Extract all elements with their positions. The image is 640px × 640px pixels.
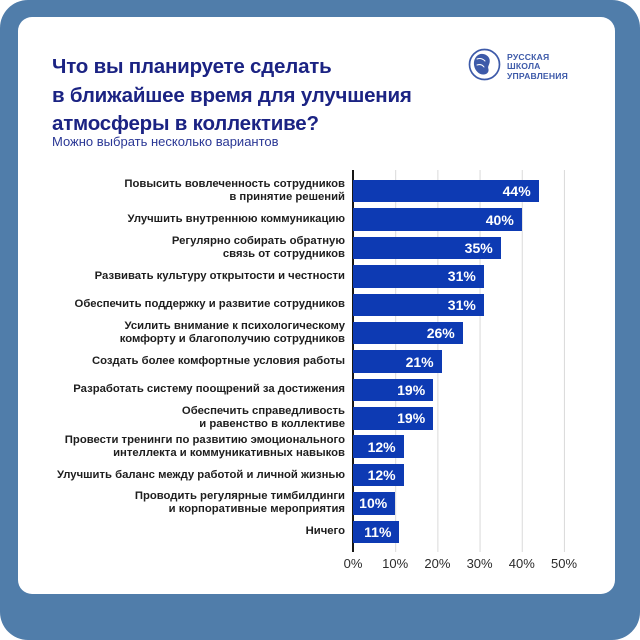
bar-value-label: 44%: [502, 183, 531, 200]
bar-value-label: 11%: [364, 523, 392, 540]
chart-row: Ничего 11%: [48, 518, 615, 546]
bar[interactable]: 21%: [353, 350, 442, 373]
category-label: Провести тренинги по развитию эмоциональ…: [64, 433, 345, 459]
page-title: Что вы планируете сделать в ближайшее вр…: [52, 53, 412, 139]
bar[interactable]: 31%: [353, 293, 484, 316]
bar-value-label: 10%: [359, 495, 388, 512]
bar-value-label: 19%: [397, 410, 426, 427]
logo-line-2: ШКОЛА: [507, 61, 541, 72]
category-label: Обеспечить справедливость и равенство в …: [181, 405, 345, 431]
category-label: Разработать систему поощрений за достиже…: [73, 383, 345, 396]
x-axis-tick: 10%: [382, 556, 409, 571]
chart-row: Усилить внимание к психологическому комф…: [48, 319, 615, 347]
category-label: Улучшить внутреннюю коммуникацию: [127, 213, 346, 226]
category-label: Проводить регулярные тимбилдинги и корпо…: [134, 490, 345, 516]
bar[interactable]: 12%: [353, 435, 404, 458]
bar-track: 44%: [353, 179, 615, 203]
x-axis-tick: 0%: [343, 556, 363, 571]
bar-value-label: 35%: [464, 239, 493, 256]
bar-value-label: 12%: [367, 467, 396, 484]
bar-track: 11%: [353, 520, 615, 544]
chart-row: Регулярно собирать обратную связь от сот…: [48, 234, 615, 262]
bar-track: 31%: [353, 265, 615, 288]
bar[interactable]: 12%: [353, 463, 404, 487]
rsu-logo: РУССКАЯ ШКОЛА УПРАВЛЕНИЯ: [468, 48, 568, 86]
x-axis-tick: 40%: [508, 556, 535, 571]
bar-value-label: 21%: [405, 353, 434, 370]
bar-track: 21%: [353, 350, 615, 373]
chart-subtitle: Можно выбрать несколько вариантов: [52, 134, 279, 149]
logo-line-3: УПРАВЛЕНИЯ: [507, 70, 569, 81]
bar-track: 12%: [353, 463, 615, 487]
logo-line-1: РУССКАЯ: [507, 51, 550, 62]
x-axis-tick: 50%: [550, 556, 578, 571]
title-line-2: в ближайшее время для улучшения: [52, 83, 412, 107]
category-label: Обеспечить поддержку и развитие сотрудни…: [74, 298, 345, 311]
chart-row: Проводить регулярные тимбилдинги и корпо…: [48, 489, 615, 517]
chart-row: Улучшить баланс между работой и личной ж…: [48, 461, 615, 489]
bar-track: 35%: [353, 236, 615, 260]
bar-value-label: 26%: [426, 325, 455, 342]
bar-track: 12%: [353, 435, 615, 458]
bar[interactable]: 44%: [353, 179, 539, 203]
category-label: Регулярно собирать обратную связь от сот…: [171, 234, 345, 260]
bar-track: 10%: [353, 492, 615, 515]
bar-track: 40%: [353, 208, 615, 231]
bar-track: 19%: [353, 378, 615, 402]
chart-row: Создать более комфортные условия работы …: [48, 347, 615, 375]
category-label: Усилить внимание к психологическому комф…: [119, 320, 345, 346]
bar-value-label: 40%: [485, 211, 514, 228]
bar-chart: Повысить вовлеченность сотрудников в при…: [48, 177, 615, 546]
category-label: Повысить вовлеченность сотрудников в при…: [124, 178, 345, 204]
bar-track: 26%: [353, 321, 615, 345]
chart-row: Разработать систему поощрений за достиже…: [48, 376, 615, 404]
chart-row: Развивать культуру открытости и честност…: [48, 262, 615, 290]
category-label: Ничего: [305, 525, 345, 538]
bar-value-label: 12%: [367, 438, 396, 455]
category-label: Развивать культуру открытости и честност…: [94, 269, 345, 282]
rsu-logo-text: РУССКАЯ ШКОЛА УПРАВЛЕНИЯ: [507, 51, 569, 82]
bar-track: 19%: [353, 407, 615, 430]
bar[interactable]: 10%: [353, 492, 396, 515]
category-label: Создать более комфортные условия работы: [92, 355, 345, 368]
bar[interactable]: 40%: [353, 208, 522, 231]
bar[interactable]: 26%: [353, 321, 463, 345]
bar-track: 31%: [353, 293, 615, 316]
chart-row: Повысить вовлеченность сотрудников в при…: [48, 177, 615, 205]
chart-row: Обеспечить справедливость и равенство в …: [48, 404, 615, 432]
bar[interactable]: 35%: [353, 236, 501, 260]
x-axis-tick: 30%: [466, 556, 493, 571]
bar[interactable]: 11%: [353, 520, 400, 544]
title-line-1: Что вы планируете сделать: [52, 55, 332, 78]
x-axis-tick: 20%: [424, 556, 451, 571]
bar[interactable]: 19%: [353, 378, 434, 402]
chart-row: Обеспечить поддержку и развитие сотрудни…: [48, 291, 615, 319]
category-label: Улучшить баланс между работой и личной ж…: [56, 468, 345, 481]
bar-value-label: 31%: [447, 296, 476, 313]
rsu-head-profile-globe-icon: [468, 48, 501, 86]
bar[interactable]: 31%: [353, 265, 484, 288]
bar-value-label: 19%: [397, 381, 426, 398]
chart-row: Провести тренинги по развитию эмоциональ…: [48, 433, 615, 461]
title-line-3: атмосферы в коллективе?: [52, 112, 319, 135]
x-axis-tick-labels: 0% 10% 20% 30% 40% 50%: [344, 556, 577, 574]
bar[interactable]: 19%: [353, 407, 434, 430]
chart-row: Улучшить внутреннюю коммуникацию 40%: [48, 205, 615, 233]
bar-value-label: 31%: [447, 268, 476, 285]
